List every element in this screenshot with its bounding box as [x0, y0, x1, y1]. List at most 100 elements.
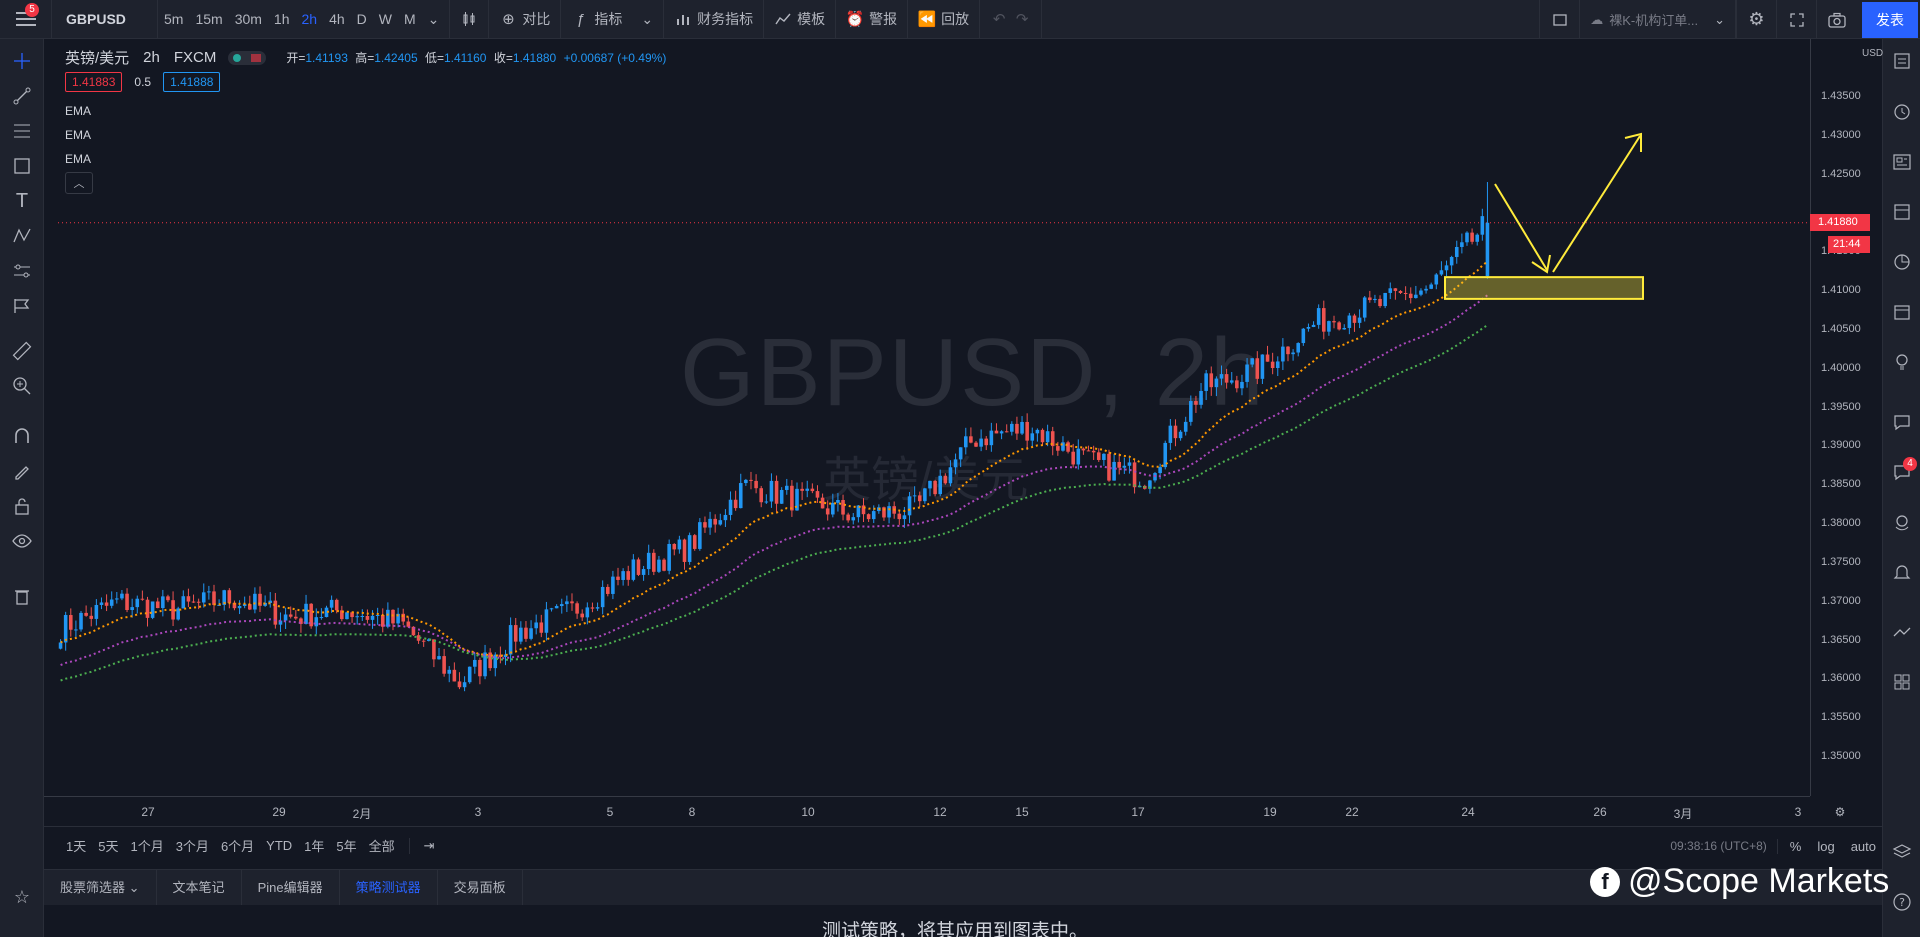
trend-line-icon[interactable] [12, 86, 32, 106]
range-1m[interactable]: 1个月 [130, 839, 164, 854]
ema-legend-2[interactable]: EMA [65, 128, 92, 142]
chevron-down-icon: ⌄ [128, 879, 140, 895]
grid-icon[interactable] [1892, 672, 1912, 692]
replay-button[interactable]: ⏪ 回放 [908, 0, 981, 39]
alerts-button[interactable]: ⏰ 警报 [836, 0, 909, 39]
range-6m[interactable]: 6个月 [220, 839, 255, 854]
range-5y[interactable]: 5年 [336, 839, 357, 854]
watchlist-icon[interactable] [1892, 51, 1912, 71]
ruler-icon[interactable] [12, 341, 32, 361]
legend-symbol-title[interactable]: 英镑/美元 [65, 50, 130, 67]
clock-display[interactable]: 09:38:16 (UTC+8) [1670, 839, 1767, 853]
camera-icon[interactable] [1816, 0, 1856, 39]
interval-30m[interactable]: 30m [234, 11, 262, 27]
crosshair-icon[interactable] [12, 51, 32, 71]
auto-scale-toggle[interactable]: auto [1850, 838, 1876, 854]
interval-4h[interactable]: 4h [329, 11, 345, 27]
prediction-icon[interactable] [12, 261, 32, 281]
bar-chart-icon [674, 10, 692, 28]
zoom-in-icon[interactable] [12, 376, 32, 396]
fib-icon[interactable] [12, 121, 32, 141]
tab-stock-screener[interactable]: 股票筛选器 ⌄ [44, 869, 157, 906]
chat-icon[interactable] [1892, 412, 1912, 432]
candle-body [1010, 423, 1014, 432]
range-1y[interactable]: 1年 [304, 839, 325, 854]
layout-selector[interactable]: ☁ 裸K-机构订单... ⌄ [1579, 0, 1736, 39]
calendar-icon[interactable] [1892, 302, 1912, 322]
interval-5m[interactable]: 5m [164, 11, 184, 27]
candle-body [421, 640, 426, 642]
trash-icon[interactable] [12, 586, 32, 606]
news-icon[interactable] [1892, 152, 1912, 172]
range-ytd[interactable]: YTD [266, 838, 293, 853]
publish-button[interactable]: 发表 [1862, 1, 1918, 38]
arrow-up-line [1552, 135, 1641, 273]
fullscreen-layout-icon[interactable] [1539, 0, 1579, 39]
ema-legend-3[interactable]: EMA [65, 152, 92, 166]
star-icon[interactable]: ☆ [13, 886, 31, 907]
magnet-icon[interactable] [12, 426, 32, 446]
compare-label: 对比 [522, 11, 551, 27]
ema-legend-1[interactable]: EMA [65, 104, 92, 118]
candle-body [406, 621, 411, 627]
pattern-icon[interactable] [12, 226, 32, 246]
text-icon[interactable]: T [15, 189, 29, 212]
range-all[interactable]: 全部 [368, 839, 395, 854]
time-axis[interactable]: 27 29 2月 3 5 8 10 12 15 17 19 22 24 26 3月 3 ⚙ [44, 796, 1845, 826]
candle-body [718, 520, 723, 525]
streams-icon[interactable] [1892, 512, 1912, 532]
interval-2h[interactable]: 2h [301, 11, 318, 27]
eye-icon[interactable] [12, 531, 32, 551]
bell-icon[interactable] [1892, 562, 1912, 582]
tab-strategy-tester[interactable]: 策略测试器 [340, 869, 438, 906]
price-axis[interactable]: 1.435001.430001.425001.415001.410001.405… [1810, 39, 1882, 796]
range-3m[interactable]: 3个月 [175, 839, 209, 854]
chevron-down-icon[interactable]: ⌄ [427, 10, 440, 27]
price-axis-label: 1.43500 [1821, 90, 1861, 102]
redo-icon[interactable]: ↷ [1015, 11, 1029, 28]
trading-icon[interactable] [1892, 622, 1912, 642]
buy-price-button[interactable]: 1.41888 [163, 72, 221, 92]
price-chart[interactable] [0, 0, 1810, 796]
interval-m[interactable]: M [404, 11, 416, 27]
rectangle-icon[interactable] [12, 156, 32, 176]
tab-pine-editor[interactable]: Pine编辑器 [242, 869, 340, 906]
range-1d[interactable]: 1天 [66, 839, 87, 854]
chart-type-button[interactable] [450, 0, 490, 39]
tab-text-notes[interactable]: 文本笔记 [157, 869, 242, 906]
financials-button[interactable]: 财务指标 [664, 0, 765, 39]
undo-icon[interactable]: ↶ [992, 11, 1006, 28]
price-axis-label: 1.42500 [1821, 167, 1861, 180]
main-menu-button[interactable]: 5 [0, 0, 52, 39]
chart-settings-gear-icon[interactable]: ⚙ [1834, 805, 1846, 819]
percent-scale-toggle[interactable]: % [1776, 838, 1808, 854]
layers-icon[interactable] [1892, 842, 1912, 862]
symbol-search-button[interactable]: GBPUSD [52, 0, 158, 39]
interval-w[interactable]: W [378, 11, 392, 27]
ideas-icon[interactable] [1892, 352, 1912, 372]
interval-1h[interactable]: 1h [273, 11, 290, 27]
gear-icon[interactable]: ⚙ [1736, 0, 1776, 39]
indicators-button[interactable]: ƒ 指标 ⌄ [561, 0, 665, 39]
flag-icon[interactable] [12, 296, 32, 316]
alarm-icon[interactable] [1892, 101, 1912, 121]
market-status-toggle[interactable] [228, 50, 267, 65]
log-scale-toggle[interactable]: log [1817, 838, 1835, 854]
unlock-icon[interactable] [12, 496, 32, 516]
goto-date-icon[interactable]: ⇥ [408, 837, 441, 854]
compare-button[interactable]: ⊕ 对比 [489, 0, 562, 39]
tab-trading-panel[interactable]: 交易面板 [438, 869, 523, 906]
sell-price-button[interactable]: 1.41883 [65, 72, 123, 92]
interval-15m[interactable]: 15m [195, 11, 223, 27]
collapse-legend-button[interactable]: ︿ [65, 172, 93, 194]
help-icon[interactable]: ? [1892, 892, 1912, 912]
interval-d[interactable]: D [356, 11, 367, 27]
range-5d[interactable]: 5天 [98, 839, 119, 854]
templates-button[interactable]: 模板 [764, 0, 837, 39]
candle-body [391, 609, 395, 624]
lock-drawing-icon[interactable] [12, 461, 32, 481]
expand-icon[interactable] [1776, 0, 1816, 39]
chevron-down-icon: ⌄ [641, 10, 654, 27]
hotlist-icon[interactable] [1892, 252, 1912, 272]
data-window-icon[interactable] [1892, 202, 1912, 222]
